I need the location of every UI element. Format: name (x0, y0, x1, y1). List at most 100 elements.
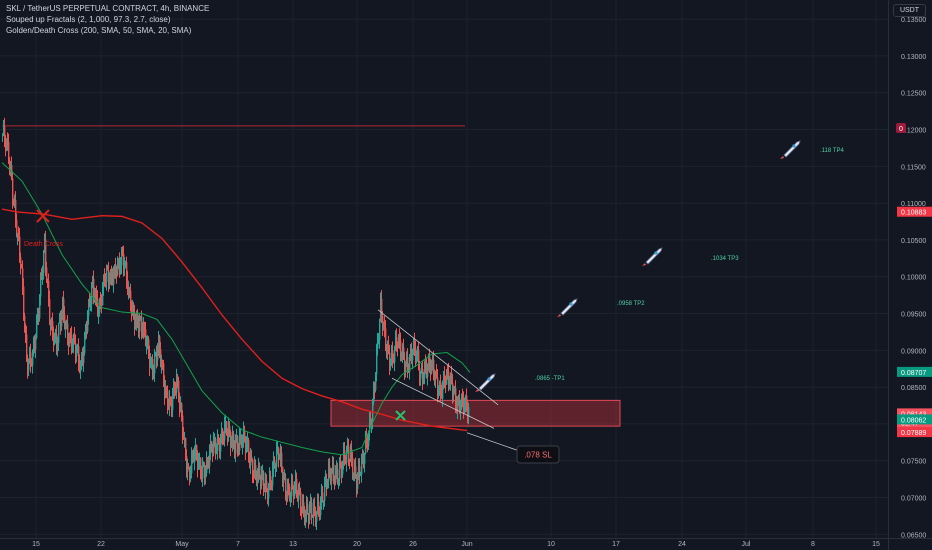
candle-body (394, 345, 396, 363)
symbol-title[interactable]: SKL / TetherUS PERPETUAL CONTRACT, 4h, B… (6, 4, 210, 13)
candle-body (304, 508, 306, 522)
rocket-icon (783, 140, 801, 158)
candle-body (71, 335, 73, 349)
candle-body (275, 466, 277, 469)
candle-body (345, 457, 347, 463)
candle-body (199, 458, 201, 462)
candle-body (171, 403, 173, 410)
candle-body (253, 475, 255, 477)
candle-body (244, 430, 246, 439)
candle-body (397, 346, 399, 349)
candle-body (95, 290, 97, 299)
candle-body (262, 472, 264, 475)
candle-body (465, 395, 467, 404)
candle-body (272, 468, 274, 486)
candle-body (318, 501, 320, 509)
candle-body (170, 396, 172, 404)
candle-body (361, 458, 363, 475)
candle-body (430, 366, 432, 374)
candle-body (375, 374, 377, 391)
candle-body (204, 465, 206, 478)
time-tick-label: 7 (236, 541, 240, 548)
candle-body (231, 443, 233, 448)
candle-body (54, 334, 56, 344)
candle-body (405, 362, 407, 372)
candle-body (378, 339, 380, 342)
price-tag (897, 366, 932, 377)
candle-body (176, 377, 178, 393)
candle-body (432, 359, 434, 362)
candle-body (264, 488, 266, 491)
candle-body (89, 299, 91, 305)
candle-body (370, 419, 372, 426)
candle-body (43, 250, 45, 273)
candle-body (216, 451, 218, 453)
candle-body (356, 478, 358, 489)
candle-body (18, 233, 20, 237)
candle-body (42, 272, 44, 278)
candle-body (271, 481, 273, 486)
candle-body (323, 500, 325, 502)
candle-body (14, 199, 16, 202)
candle-body (448, 371, 450, 386)
candle-body (217, 437, 219, 452)
rocket-window-icon (654, 251, 658, 255)
candle-body (425, 361, 427, 367)
candle-body (417, 350, 419, 353)
candle-body (380, 298, 382, 319)
candle-body (49, 299, 51, 324)
candle-body (433, 359, 435, 376)
candle-body (179, 400, 181, 409)
candle-body (62, 298, 64, 315)
candle-body (182, 415, 184, 436)
tp3-label: .1034 TP3 (711, 256, 739, 262)
candle-body (63, 298, 65, 315)
candle-body (376, 348, 378, 375)
candle-body (458, 398, 460, 400)
candle-body (403, 347, 405, 360)
candle-body (157, 351, 159, 361)
candle-body (290, 495, 292, 500)
candle-body (435, 370, 437, 380)
price-tag-text: 0.07889 (901, 430, 926, 437)
rocket-window-icon (569, 302, 573, 306)
candle-body (395, 337, 397, 346)
candle-body (349, 459, 351, 462)
candle-body (150, 361, 152, 368)
candle-body (72, 344, 74, 349)
candle-body (248, 440, 250, 457)
cross-indicator-label[interactable]: Golden/Death Cross (200, SMA, 50, SMA, 2… (6, 26, 192, 35)
candle-body (364, 453, 366, 464)
candle-body (194, 454, 196, 463)
golden-cross-marker (395, 410, 406, 421)
candle-body (92, 278, 94, 287)
candle-body (230, 431, 232, 448)
candle-body (291, 481, 293, 496)
candle-body (336, 469, 338, 471)
candle-body (354, 466, 356, 474)
candle-body (240, 435, 242, 437)
candle-body (119, 260, 121, 272)
candle-body (314, 505, 316, 511)
candle-body (135, 321, 137, 328)
candle-body (96, 290, 98, 299)
candle-body (151, 359, 153, 362)
candle-body (136, 313, 138, 322)
candle-body (110, 270, 112, 280)
candle-body (287, 486, 289, 499)
candle-body (316, 514, 318, 522)
candle-body (112, 277, 114, 285)
candle-body (51, 320, 53, 327)
candle-body (322, 492, 324, 502)
candle-body (125, 262, 127, 265)
candle-body (106, 268, 108, 283)
fractals-indicator-label[interactable]: Souped up Fractals (2, 1,000, 97.3, 2.7,… (6, 15, 171, 24)
candle-body (59, 319, 61, 323)
currency-button[interactable]: USDT (892, 4, 926, 17)
candle-body (326, 478, 328, 488)
candle-body (184, 438, 186, 440)
candle-body (222, 429, 224, 437)
candle-body (463, 400, 465, 412)
candle-body (329, 466, 331, 472)
